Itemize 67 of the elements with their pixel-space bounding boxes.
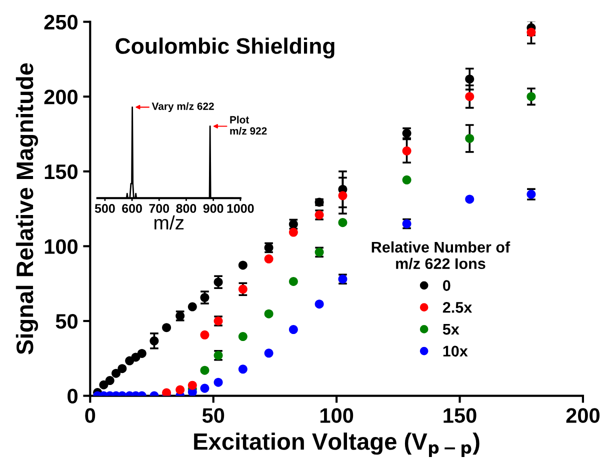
point bbox=[214, 278, 223, 287]
legend-label: 10x bbox=[443, 346, 468, 357]
point bbox=[288, 325, 298, 334]
point bbox=[150, 336, 159, 346]
point bbox=[162, 388, 172, 396]
point bbox=[214, 378, 223, 387]
y-tick-label: 150 bbox=[44, 164, 78, 180]
x-tick-label: 0 bbox=[85, 408, 96, 423]
point bbox=[264, 309, 274, 318]
point bbox=[105, 376, 114, 386]
legend-label: 0 bbox=[443, 280, 450, 291]
point bbox=[288, 277, 298, 286]
legend-title: Relative Number of m/z 622 Ions bbox=[372, 241, 510, 270]
point bbox=[338, 218, 348, 228]
point bbox=[200, 330, 210, 340]
point bbox=[238, 260, 248, 270]
point bbox=[188, 302, 197, 312]
point bbox=[118, 364, 127, 374]
point bbox=[238, 364, 248, 374]
y-tick-label: 0 bbox=[68, 388, 78, 404]
x-tick-label: 600 bbox=[122, 204, 142, 213]
x-tick-label: 800 bbox=[176, 204, 196, 213]
x-tick-label: 700 bbox=[149, 204, 170, 213]
y-tick-label: 50 bbox=[56, 314, 78, 329]
annotation: Plot m/z 922 bbox=[230, 116, 267, 135]
x-tick-label: 500 bbox=[94, 204, 115, 213]
legend-label: 2.5x bbox=[442, 302, 472, 313]
x-tick-label: 200 bbox=[566, 408, 600, 423]
legend-label: 5x bbox=[442, 324, 460, 335]
point bbox=[200, 366, 210, 375]
point bbox=[238, 332, 248, 342]
x-tick-label: 150 bbox=[444, 408, 476, 423]
point bbox=[402, 146, 412, 156]
point bbox=[465, 92, 474, 102]
point bbox=[162, 323, 172, 332]
point bbox=[526, 28, 536, 37]
point bbox=[200, 293, 210, 302]
x-tick-label: 100 bbox=[320, 408, 354, 423]
y-tick-label: 250 bbox=[44, 14, 78, 30]
point bbox=[188, 380, 197, 390]
point bbox=[465, 134, 474, 143]
point bbox=[238, 284, 248, 294]
text: Coulombic Shielding bbox=[116, 38, 334, 58]
x-axis-title: m/z bbox=[154, 215, 184, 230]
point bbox=[99, 380, 108, 390]
point bbox=[200, 384, 210, 393]
point bbox=[338, 191, 348, 200]
x-tick-label: 50 bbox=[202, 408, 224, 423]
point bbox=[402, 175, 412, 184]
point bbox=[137, 348, 146, 358]
point bbox=[176, 385, 185, 394]
x-tick-label: 900 bbox=[203, 204, 224, 213]
point bbox=[112, 368, 121, 378]
point bbox=[526, 92, 536, 102]
point bbox=[465, 194, 474, 204]
point bbox=[264, 348, 274, 358]
y-tick-label: 100 bbox=[44, 239, 78, 254]
x-axis-title: Excitation Voltage (V$_{p−p}$) bbox=[194, 432, 480, 457]
point bbox=[288, 228, 298, 237]
y-axis-title: Signal Relative Magnitude bbox=[16, 63, 38, 354]
y-tick-label: 200 bbox=[44, 90, 78, 104]
x-tick-label: 1000 bbox=[227, 204, 254, 213]
point bbox=[465, 74, 474, 84]
point bbox=[264, 254, 274, 264]
point bbox=[314, 300, 324, 309]
point bbox=[402, 128, 412, 138]
annotation: Vary m/z 622 bbox=[152, 102, 214, 112]
